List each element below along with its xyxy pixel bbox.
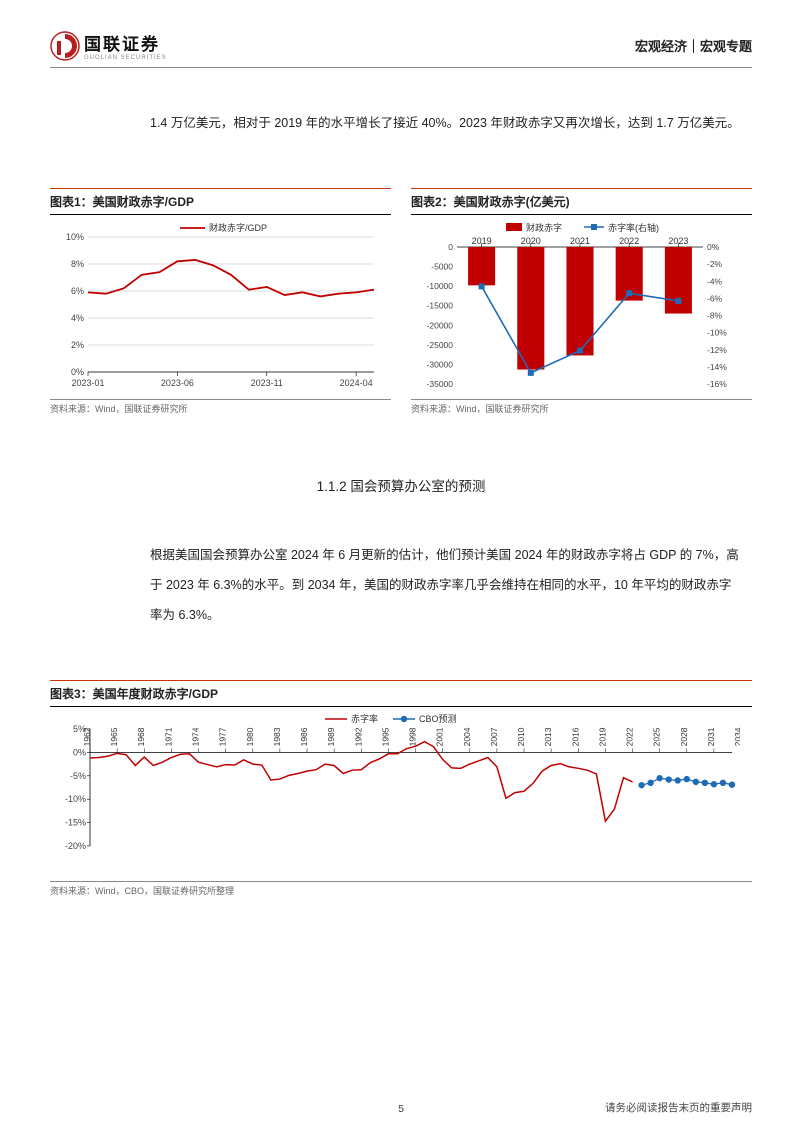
svg-text:4%: 4% <box>71 313 84 323</box>
chart2-source: 资料来源：Wind，国联证券研究所 <box>411 399 752 415</box>
svg-text:-5000: -5000 <box>431 262 453 272</box>
svg-text:-20000: -20000 <box>427 320 454 330</box>
svg-text:1974: 1974 <box>191 727 201 746</box>
svg-text:2024-04: 2024-04 <box>340 378 373 388</box>
svg-text:1983: 1983 <box>272 727 282 746</box>
svg-text:赤字率: 赤字率 <box>351 713 378 724</box>
svg-text:1965: 1965 <box>109 727 119 746</box>
svg-text:2028: 2028 <box>679 727 689 746</box>
svg-text:1968: 1968 <box>136 727 146 746</box>
svg-text:2034: 2034 <box>733 727 740 746</box>
chart3-title: 图表3：美国年度财政赤字/GDP <box>50 680 752 707</box>
chart3-svg: 5%0%-5%-10%-15%-20%196219651968197119741… <box>50 711 740 876</box>
svg-text:2023-01: 2023-01 <box>71 378 104 388</box>
svg-text:财政赤字/GDP: 财政赤字/GDP <box>209 222 267 233</box>
svg-text:财政赤字: 财政赤字 <box>526 222 562 233</box>
svg-text:2010: 2010 <box>516 727 526 746</box>
chart3-source: 资料来源：Wind，CBO，国联证券研究所整理 <box>50 881 752 897</box>
svg-text:-4%: -4% <box>707 276 723 286</box>
logo-text-cn: 国联证券 <box>84 30 167 55</box>
svg-text:2031: 2031 <box>706 727 716 746</box>
svg-text:-2%: -2% <box>707 259 723 269</box>
svg-text:1977: 1977 <box>218 727 228 746</box>
svg-text:-10%: -10% <box>707 328 727 338</box>
chart1-box: 图表1：美国财政赤字/GDP 0% 2% 4% 6% 8% 10% 财政赤字/GDP 2023… <box>50 188 391 415</box>
svg-text:1980: 1980 <box>245 727 255 746</box>
svg-text:-35000: -35000 <box>427 379 454 389</box>
svg-text:1998: 1998 <box>408 727 418 746</box>
svg-text:8%: 8% <box>71 259 84 269</box>
svg-text:-10000: -10000 <box>427 281 454 291</box>
logo: 国联证券 GUOLIAN SECURITIES <box>50 30 167 61</box>
svg-text:1962: 1962 <box>82 727 92 746</box>
intro-paragraph: 1.4 万亿美元，相对于 2019 年的水平增长了接近 40%。2023 年财政… <box>150 108 742 138</box>
svg-text:2004: 2004 <box>462 727 472 746</box>
svg-text:-12%: -12% <box>707 345 727 355</box>
chart2-title: 图表2：美国财政赤字(亿美元) <box>411 188 752 215</box>
svg-text:-15%: -15% <box>65 818 86 828</box>
svg-text:-6%: -6% <box>707 293 723 303</box>
svg-text:-8%: -8% <box>707 311 723 321</box>
chart1-title: 图表1：美国财政赤字/GDP <box>50 188 391 215</box>
svg-text:-5%: -5% <box>70 771 86 781</box>
svg-text:2023-11: 2023-11 <box>251 378 283 388</box>
svg-text:2019: 2019 <box>597 727 607 746</box>
chart3-box: 图表3：美国年度财政赤字/GDP 5%0%-5%-10%-15%-20%1962… <box>50 680 752 897</box>
chart1-svg: 0% 2% 4% 6% 8% 10% 财政赤字/GDP 2023-01 2023-06 2023-… <box>50 219 380 394</box>
svg-text:2016: 2016 <box>570 727 580 746</box>
svg-text:1989: 1989 <box>326 727 336 746</box>
svg-text:2025: 2025 <box>652 727 662 746</box>
svg-text:1995: 1995 <box>380 727 390 746</box>
svg-text:0%: 0% <box>73 747 86 757</box>
svg-text:6%: 6% <box>71 286 84 296</box>
section-heading-112: 1.1.2 国会预算办公室的预测 <box>50 475 752 495</box>
svg-text:CBO预测: CBO预测 <box>419 714 457 724</box>
svg-text:1992: 1992 <box>353 727 363 746</box>
svg-text:-10%: -10% <box>65 794 86 804</box>
page-header: 国联证券 GUOLIAN SECURITIES 宏观经济｜宏观专题 <box>50 30 752 68</box>
svg-text:-16%: -16% <box>707 379 727 389</box>
svg-text:-30000: -30000 <box>427 359 454 369</box>
header-category: 宏观经济｜宏观专题 <box>635 36 752 55</box>
chart2-svg: 0 -5000 -10000 -15000 -20000 -25000 -30000 -350… <box>411 219 741 394</box>
svg-text:1971: 1971 <box>163 727 173 746</box>
svg-text:2013: 2013 <box>543 727 553 746</box>
svg-text:0: 0 <box>448 242 453 252</box>
footer: 请务必阅读报告末页的重要声明 <box>50 1100 752 1115</box>
svg-text:0%: 0% <box>707 242 720 252</box>
svg-text:-20%: -20% <box>65 841 86 851</box>
logo-icon <box>50 31 80 61</box>
charts-row-1: 图表1：美国财政赤字/GDP 0% 2% 4% 6% 8% 10% 财政赤字/GDP 2023… <box>50 188 752 415</box>
svg-text:1986: 1986 <box>299 727 309 746</box>
svg-text:2022: 2022 <box>625 727 635 746</box>
svg-text:-25000: -25000 <box>427 340 454 350</box>
logo-text-en: GUOLIAN SECURITIES <box>84 55 167 61</box>
svg-text:赤字率(右轴): 赤字率(右轴) <box>608 222 659 233</box>
chart1-source: 资料来源：Wind，国联证券研究所 <box>50 399 391 415</box>
svg-text:0%: 0% <box>71 367 84 377</box>
svg-text:2%: 2% <box>71 340 84 350</box>
svg-text:2001: 2001 <box>435 727 445 746</box>
footer-disclaimer: 请务必阅读报告末页的重要声明 <box>605 1100 752 1115</box>
paragraph-2: 根据美国国会预算办公室 2024 年 6 月更新的估计，他们预计美国 2024 … <box>150 540 742 630</box>
svg-text:-14%: -14% <box>707 362 727 372</box>
svg-text:2007: 2007 <box>489 727 499 746</box>
svg-text:-15000: -15000 <box>427 301 454 311</box>
svg-text:10%: 10% <box>66 232 84 242</box>
chart2-box: 图表2：美国财政赤字(亿美元) 0 -5000 -10000 -15000 -20000… <box>411 188 752 415</box>
svg-text:2023-06: 2023-06 <box>161 378 194 388</box>
